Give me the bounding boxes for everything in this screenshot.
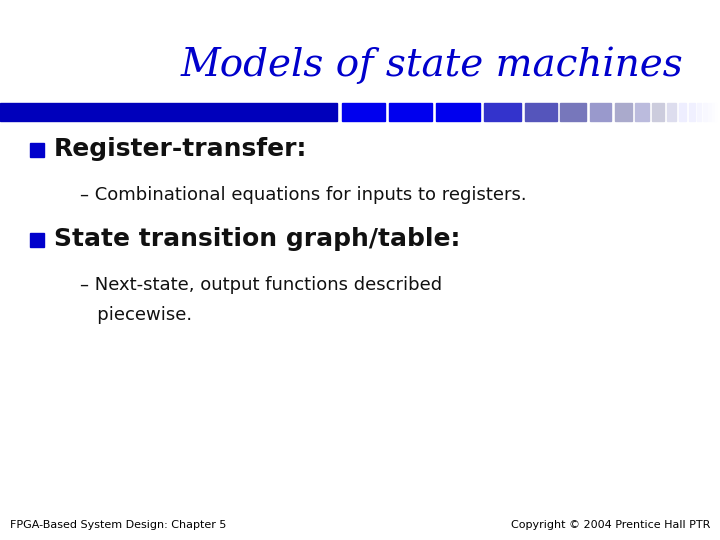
Bar — [715, 103, 716, 121]
Bar — [342, 103, 385, 121]
Bar — [652, 103, 664, 121]
Text: State transition graph/table:: State transition graph/table: — [54, 227, 460, 251]
Bar — [590, 103, 611, 121]
Bar — [30, 143, 44, 157]
Text: Copyright © 2004 Prentice Hall PTR: Copyright © 2004 Prentice Hall PTR — [510, 520, 710, 530]
Text: FPGA-Based System Design: Chapter 5: FPGA-Based System Design: Chapter 5 — [10, 520, 226, 530]
Bar — [0, 103, 337, 121]
Bar — [708, 103, 711, 121]
Bar — [697, 103, 701, 121]
Text: piecewise.: piecewise. — [80, 306, 192, 324]
Bar — [689, 103, 695, 121]
Bar — [635, 103, 649, 121]
Text: – Next-state, output functions described: – Next-state, output functions described — [80, 276, 442, 294]
Bar — [679, 103, 686, 121]
Bar — [436, 103, 480, 121]
Bar — [667, 103, 676, 121]
Bar — [615, 103, 632, 121]
Bar — [712, 103, 714, 121]
Bar — [30, 233, 44, 247]
Bar — [389, 103, 432, 121]
Text: Register-transfer:: Register-transfer: — [54, 137, 307, 161]
Text: – Combinational equations for inputs to registers.: – Combinational equations for inputs to … — [80, 186, 526, 204]
Text: Models of state machines: Models of state machines — [181, 46, 683, 84]
Bar — [484, 103, 521, 121]
Bar — [525, 103, 557, 121]
Bar — [560, 103, 586, 121]
Bar — [703, 103, 707, 121]
